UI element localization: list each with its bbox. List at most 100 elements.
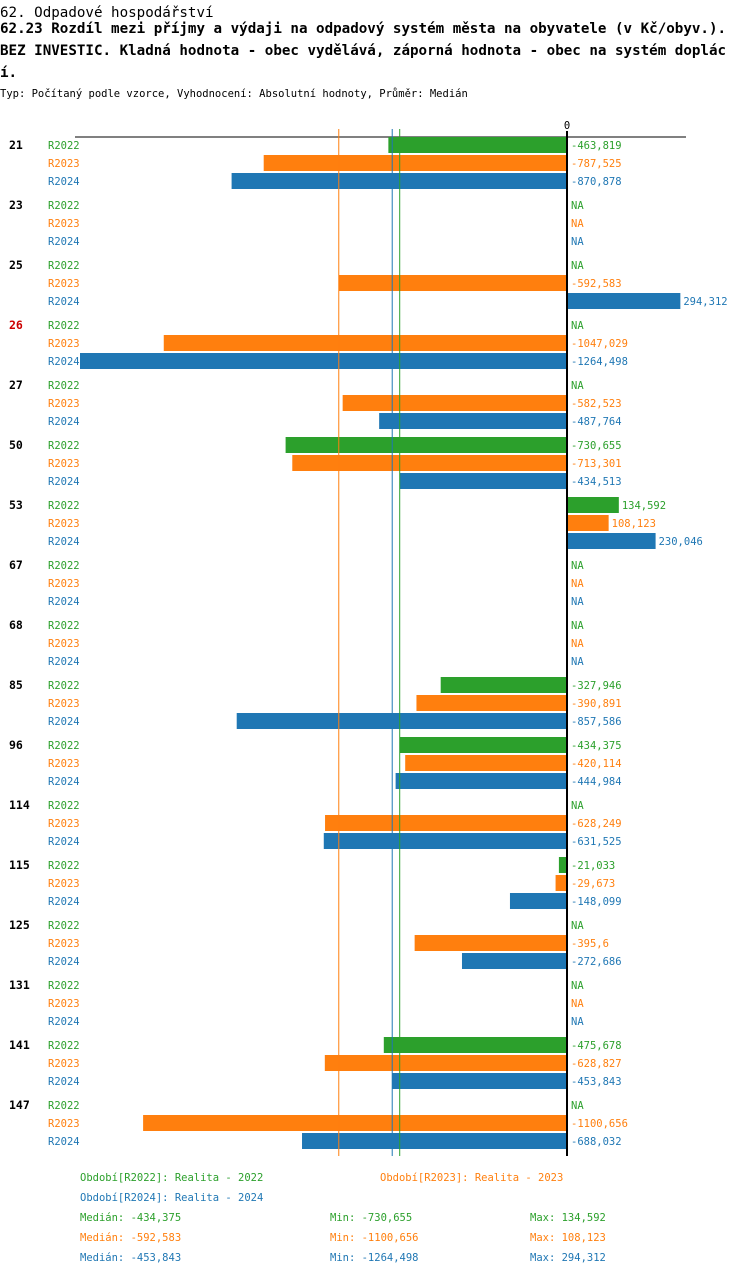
series-label: R2024 bbox=[48, 176, 80, 188]
bar-96-r2023 bbox=[405, 755, 567, 771]
series-label: R2022 bbox=[48, 260, 80, 272]
bar-26-r2024 bbox=[80, 353, 567, 369]
value-label: -434,513 bbox=[571, 476, 622, 488]
series-label: R2024 bbox=[48, 1076, 80, 1088]
series-label: R2022 bbox=[48, 620, 80, 632]
stat-min-r2022: Min: -730,655 bbox=[330, 1212, 413, 1224]
value-label: 108,123 bbox=[612, 518, 656, 530]
value-label: NA bbox=[571, 596, 584, 608]
bar-53-r2023 bbox=[567, 515, 609, 531]
series-label: R2024 bbox=[48, 896, 80, 908]
series-label: R2022 bbox=[48, 980, 80, 992]
bar-85-r2022 bbox=[440, 677, 567, 693]
stat-min-r2024: Min: -1264,498 bbox=[330, 1252, 419, 1264]
value-label: -730,655 bbox=[571, 440, 622, 452]
value-label: -688,032 bbox=[571, 1136, 622, 1148]
legend-r2024: Období[R2024]: Realita - 2024 bbox=[80, 1192, 264, 1204]
bar-114-r2023 bbox=[325, 815, 567, 831]
value-label: -857,586 bbox=[571, 716, 622, 728]
value-label: NA bbox=[571, 980, 584, 992]
bar-115-r2022 bbox=[558, 857, 567, 873]
series-label: R2024 bbox=[48, 956, 80, 968]
group-label-131: 131 bbox=[9, 978, 30, 992]
series-label: R2022 bbox=[48, 920, 80, 932]
value-label: -29,673 bbox=[571, 878, 615, 890]
value-label: -420,114 bbox=[571, 758, 622, 770]
series-label: R2024 bbox=[48, 296, 80, 308]
stat-max-r2024: Max: 294,312 bbox=[530, 1252, 606, 1264]
value-label: -592,583 bbox=[571, 278, 622, 290]
value-label: NA bbox=[571, 800, 584, 812]
group-label-114: 114 bbox=[9, 798, 30, 812]
group-label-67: 67 bbox=[9, 558, 23, 572]
series-label: R2023 bbox=[48, 818, 80, 830]
bar-21-r2023 bbox=[263, 155, 567, 171]
bar-147-r2024 bbox=[302, 1133, 567, 1149]
value-label: -1264,498 bbox=[571, 356, 628, 368]
bar-50-r2022 bbox=[285, 437, 567, 453]
value-label: -475,678 bbox=[571, 1040, 622, 1052]
value-label: NA bbox=[571, 236, 584, 248]
value-label: 230,046 bbox=[659, 536, 703, 548]
series-label: R2024 bbox=[48, 536, 80, 548]
bar-85-r2024 bbox=[236, 713, 567, 729]
bar-115-r2024 bbox=[509, 893, 567, 909]
value-label: -148,099 bbox=[571, 896, 622, 908]
value-label: NA bbox=[571, 620, 584, 632]
chart-meta: Typ: Počítaný podle vzorce, Vyhodnocení:… bbox=[0, 88, 468, 100]
series-label: R2022 bbox=[48, 1040, 80, 1052]
bar-53-r2024 bbox=[567, 533, 656, 549]
value-label: NA bbox=[571, 1016, 584, 1028]
value-label: NA bbox=[571, 656, 584, 668]
bar-141-r2023 bbox=[324, 1055, 567, 1071]
value-label: -21,033 bbox=[571, 860, 615, 872]
value-label: NA bbox=[571, 920, 584, 932]
value-label: -390,891 bbox=[571, 698, 622, 710]
stat-min-r2023: Min: -1100,656 bbox=[330, 1232, 419, 1244]
series-label: R2023 bbox=[48, 998, 80, 1010]
series-label: R2022 bbox=[48, 860, 80, 872]
bar-chart: 0 21 R2022 -463,819 R2023 -787,525 R2024 -870,8… bbox=[9, 120, 728, 1156]
group-label-68: 68 bbox=[9, 618, 23, 632]
bar-141-r2022 bbox=[383, 1037, 567, 1053]
stat-max-r2023: Max: 108,123 bbox=[530, 1232, 606, 1244]
stat-median-r2022: Medián: -434,375 bbox=[80, 1212, 182, 1224]
chart-subtitle: 62.23 Rozdíl mezi příjmy a výdaji na odp… bbox=[0, 21, 727, 81]
group-label-53: 53 bbox=[9, 498, 23, 512]
group-label-141: 141 bbox=[9, 1038, 30, 1052]
group-label-27: 27 bbox=[9, 378, 23, 392]
series-label: R2023 bbox=[48, 398, 80, 410]
series-label: R2023 bbox=[48, 158, 80, 170]
series-label: R2022 bbox=[48, 1100, 80, 1112]
series-label: R2023 bbox=[48, 1058, 80, 1070]
series-label: R2022 bbox=[48, 500, 80, 512]
series-label: R2022 bbox=[48, 800, 80, 812]
page-title: 62. Odpadové hospodářství bbox=[0, 5, 214, 21]
value-label: NA bbox=[571, 560, 584, 572]
group-label-115: 115 bbox=[9, 858, 30, 872]
value-label: NA bbox=[571, 320, 584, 332]
value-label: -870,878 bbox=[571, 176, 622, 188]
series-label: R2024 bbox=[48, 416, 80, 428]
bar-147-r2023 bbox=[143, 1115, 568, 1131]
bar-96-r2022 bbox=[399, 737, 567, 753]
series-label: R2023 bbox=[48, 278, 80, 290]
value-label: -713,301 bbox=[571, 458, 622, 470]
series-label: R2023 bbox=[48, 458, 80, 470]
bar-96-r2024 bbox=[395, 773, 567, 789]
legend-r2023: Období[R2023]: Realita - 2023 bbox=[380, 1172, 564, 1184]
series-label: R2024 bbox=[48, 716, 80, 728]
series-label: R2022 bbox=[48, 200, 80, 212]
bar-125-r2023 bbox=[414, 935, 567, 951]
series-label: R2024 bbox=[48, 476, 80, 488]
series-label: R2023 bbox=[48, 638, 80, 650]
group-label-96: 96 bbox=[9, 738, 23, 752]
value-label: NA bbox=[571, 200, 584, 212]
bar-27-r2024 bbox=[379, 413, 567, 429]
value-label: NA bbox=[571, 260, 584, 272]
group-label-125: 125 bbox=[9, 918, 30, 932]
series-label: R2023 bbox=[48, 698, 80, 710]
value-label: -395,6 bbox=[571, 938, 609, 950]
group-label-85: 85 bbox=[9, 678, 23, 692]
value-label: NA bbox=[571, 380, 584, 392]
